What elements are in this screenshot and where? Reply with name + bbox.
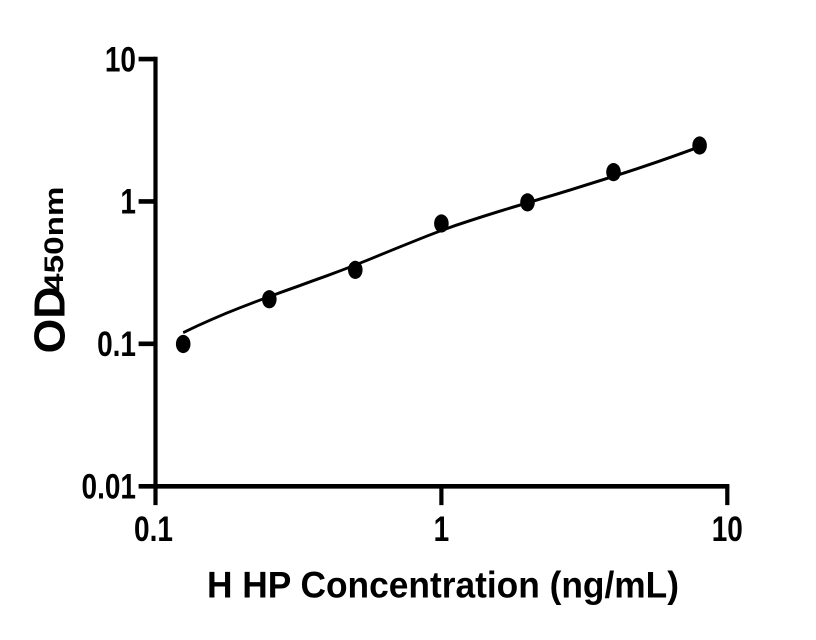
svg-text:0.01: 0.01: [82, 467, 136, 507]
svg-text:450nm: 450nm: [40, 187, 69, 292]
svg-text:0.1: 0.1: [134, 509, 173, 549]
svg-text:10: 10: [105, 39, 136, 79]
svg-text:0.1: 0.1: [97, 324, 136, 364]
svg-text:10: 10: [712, 509, 743, 549]
svg-text:1: 1: [434, 509, 450, 549]
svg-text:OD: OD: [26, 287, 75, 354]
svg-text:H HP Concentration (ng/mL): H HP Concentration (ng/mL): [207, 564, 679, 606]
svg-text:1: 1: [120, 182, 136, 222]
